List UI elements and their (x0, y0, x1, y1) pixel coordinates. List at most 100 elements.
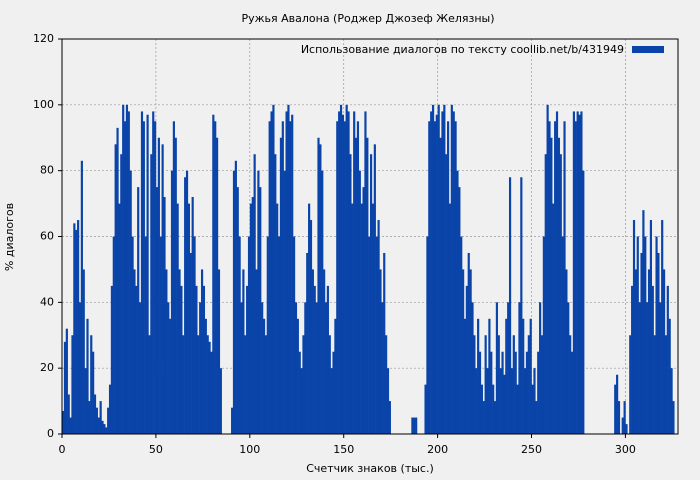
bar (578, 114, 581, 434)
bar (139, 302, 142, 434)
bar (308, 203, 311, 434)
bar (270, 111, 273, 435)
bar (354, 137, 358, 434)
x-tick-label: 300 (615, 443, 636, 456)
x-axis-label: Счетчик знаков (тыс.) (306, 462, 434, 475)
legend-swatch (632, 46, 664, 53)
bar (334, 318, 337, 434)
bar (666, 285, 669, 434)
bar (638, 302, 641, 434)
bar (90, 335, 93, 434)
bar (621, 417, 624, 434)
bar (349, 154, 352, 435)
x-tick-label: 150 (333, 443, 354, 456)
bar (353, 111, 356, 435)
bar (125, 104, 129, 434)
bar (576, 111, 579, 435)
bar (554, 121, 557, 435)
bar (636, 236, 639, 434)
bar (116, 127, 119, 434)
bar (300, 368, 303, 434)
bar (520, 177, 523, 434)
bar (356, 121, 360, 435)
bar (362, 187, 365, 434)
bar (373, 144, 376, 435)
bar (510, 368, 514, 434)
bar (195, 285, 198, 434)
bar (647, 269, 651, 434)
x-tick-label: 100 (239, 443, 260, 456)
bar (184, 177, 187, 434)
bar (157, 137, 160, 434)
bar (659, 302, 662, 434)
bar (477, 318, 480, 434)
bar (646, 302, 649, 434)
bar (379, 269, 382, 434)
bar (634, 269, 637, 434)
bar (546, 104, 549, 434)
y-tick-label: 80 (40, 164, 54, 177)
y-tick-label: 120 (33, 32, 54, 45)
y-tick-label: 60 (40, 230, 54, 243)
bar (315, 302, 318, 434)
bar (277, 236, 281, 434)
bar (323, 269, 326, 434)
bar (336, 121, 339, 435)
bar (507, 302, 510, 434)
bar (478, 351, 482, 434)
bar (238, 236, 241, 434)
bar (73, 223, 76, 434)
bar (304, 302, 307, 434)
bar (505, 318, 508, 434)
bar (259, 187, 262, 434)
bar (657, 252, 660, 434)
bar (291, 114, 294, 434)
bar (123, 121, 127, 435)
bar (525, 351, 529, 434)
bar (298, 351, 301, 434)
bar (499, 368, 502, 434)
bar (616, 374, 619, 434)
bar (370, 154, 373, 435)
bar (122, 104, 125, 434)
bar (293, 236, 296, 434)
bar (388, 401, 391, 434)
bar (285, 111, 288, 435)
bar (242, 269, 245, 434)
bar (345, 104, 348, 434)
bar (341, 114, 345, 434)
bar (231, 407, 234, 434)
chart-title: Ружья Авалона (Роджер Джозеф Желязны) (241, 12, 494, 25)
bar (217, 269, 221, 434)
bar (550, 137, 553, 434)
bar (176, 203, 179, 434)
bar (163, 197, 166, 434)
bar (324, 302, 328, 434)
bar (347, 111, 350, 435)
bar (146, 114, 149, 434)
bar (632, 220, 636, 434)
bar (319, 144, 322, 435)
bar (559, 154, 562, 435)
bar (488, 318, 491, 434)
bar (437, 104, 440, 434)
bar (332, 351, 335, 434)
bar (555, 111, 559, 435)
bar (294, 302, 298, 434)
bar (563, 121, 566, 435)
bar (662, 269, 666, 434)
bar (309, 220, 313, 434)
bar (661, 220, 664, 434)
bar (518, 302, 521, 434)
y-tick-label: 100 (33, 98, 54, 111)
bar (272, 104, 275, 434)
bar (77, 220, 80, 434)
bar (330, 368, 333, 434)
bar (107, 407, 110, 434)
bar (62, 410, 65, 434)
bar (552, 203, 555, 434)
y-tick-label: 0 (47, 427, 54, 440)
bar (317, 137, 320, 434)
bar (180, 285, 183, 434)
bar (152, 111, 155, 435)
